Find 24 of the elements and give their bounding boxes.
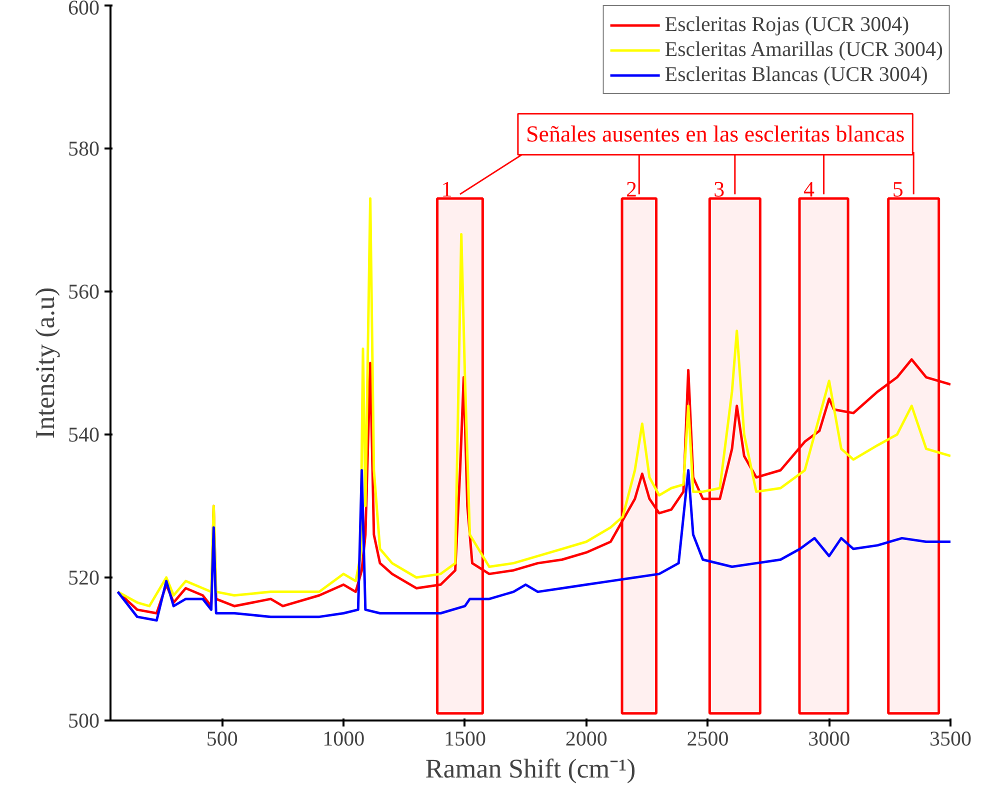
x-tick-label: 3500 bbox=[930, 726, 972, 750]
x-tick-label: 2000 bbox=[565, 726, 608, 750]
y-axis-title: Intensity (a.u) bbox=[30, 287, 60, 439]
legend-label: Escleritas Blancas (UCR 3004) bbox=[664, 62, 928, 87]
legend-label: Escleritas Rojas (UCR 3004) bbox=[664, 12, 910, 37]
band-label: 2 bbox=[626, 176, 638, 202]
band-label: 5 bbox=[892, 176, 904, 202]
y-tick-label: 560 bbox=[68, 280, 100, 304]
y-tick-label: 580 bbox=[68, 136, 100, 160]
x-tick-label: 1000 bbox=[322, 726, 365, 750]
annotation: Señales ausentes en las escleritas blancas bbox=[526, 122, 905, 147]
y-tick-label: 500 bbox=[68, 708, 100, 732]
legend-label: Escleritas Amarillas (UCR 3004) bbox=[664, 37, 943, 62]
x-axis-title: Raman Shift (cm⁻¹) bbox=[425, 754, 636, 784]
x-tick-label: 2500 bbox=[686, 726, 729, 750]
band-label: 4 bbox=[803, 176, 814, 202]
x-tick-label: 3000 bbox=[808, 726, 850, 750]
band-label: 1 bbox=[441, 176, 452, 202]
x-tick-label: 1500 bbox=[444, 726, 486, 750]
y-tick-label: 600 bbox=[68, 0, 100, 20]
y-tick-label: 540 bbox=[68, 422, 100, 446]
band-label: 3 bbox=[714, 176, 725, 202]
x-tick-label: 500 bbox=[206, 726, 238, 750]
y-tick-label: 520 bbox=[68, 566, 100, 590]
